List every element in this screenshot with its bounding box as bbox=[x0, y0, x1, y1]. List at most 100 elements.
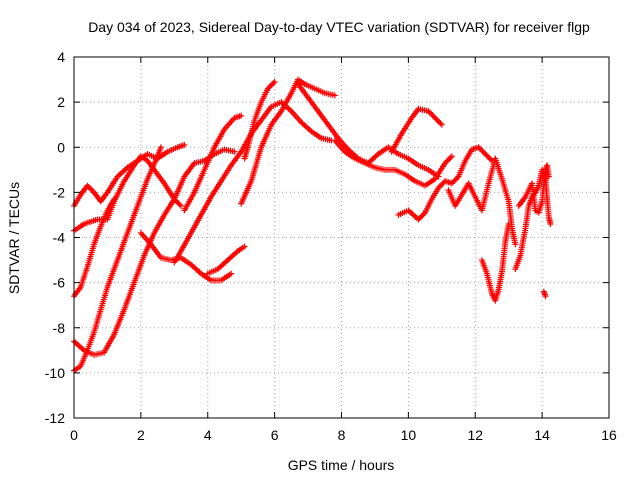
y-tick-label: 2 bbox=[57, 94, 65, 110]
series-track-k bbox=[241, 78, 278, 162]
data-point bbox=[542, 293, 549, 300]
series-track-a bbox=[71, 141, 188, 209]
data-point bbox=[454, 174, 461, 181]
data-point bbox=[87, 185, 94, 192]
series-track-h bbox=[181, 112, 245, 214]
data-point bbox=[438, 182, 445, 189]
data-point bbox=[231, 148, 238, 155]
data-point bbox=[480, 149, 487, 156]
data-point bbox=[436, 118, 443, 125]
data-point bbox=[435, 173, 442, 180]
data-point bbox=[432, 114, 439, 121]
data-point bbox=[545, 173, 552, 180]
x-tick-label: 8 bbox=[338, 427, 346, 443]
x-axis-label: GPS time / hours bbox=[288, 457, 395, 473]
data-point bbox=[266, 84, 273, 91]
data-point bbox=[415, 216, 422, 223]
chart-title: Day 034 of 2023, Sidereal Day-to-day VTE… bbox=[88, 19, 590, 35]
data-point bbox=[428, 110, 435, 117]
data-point bbox=[487, 156, 494, 163]
series-track-l bbox=[331, 137, 455, 189]
grid-lines bbox=[74, 57, 609, 418]
data-point bbox=[447, 154, 454, 161]
x-tick-label: 12 bbox=[467, 427, 483, 443]
data-point bbox=[434, 117, 441, 124]
series-track-p bbox=[445, 155, 519, 248]
series-track-t bbox=[540, 288, 549, 300]
data-point bbox=[512, 241, 519, 248]
series-track-q bbox=[478, 220, 512, 304]
data-point bbox=[451, 177, 458, 184]
data-point bbox=[475, 144, 482, 151]
data-point bbox=[476, 145, 483, 152]
data-point bbox=[331, 92, 338, 99]
data-points bbox=[71, 76, 554, 374]
data-point bbox=[439, 180, 446, 187]
data-point bbox=[430, 113, 437, 120]
data-point bbox=[271, 78, 278, 85]
data-point bbox=[448, 153, 455, 160]
data-point bbox=[157, 144, 164, 151]
data-point bbox=[486, 155, 493, 162]
data-point bbox=[241, 243, 248, 250]
data-point bbox=[505, 220, 512, 227]
data-point bbox=[228, 270, 235, 277]
data-point bbox=[547, 220, 554, 227]
data-point bbox=[437, 120, 444, 127]
x-tick-label: 6 bbox=[271, 427, 279, 443]
series-track-n bbox=[388, 105, 445, 155]
data-point bbox=[446, 155, 453, 162]
y-tick-label: 4 bbox=[57, 49, 65, 65]
x-tick-label: 14 bbox=[534, 427, 550, 443]
data-point bbox=[448, 180, 455, 187]
data-point bbox=[429, 112, 436, 119]
data-point bbox=[452, 176, 459, 183]
y-tick-label: -10 bbox=[45, 365, 65, 381]
data-point bbox=[268, 81, 275, 88]
axis-ticks: 0 2 4 6 8 10 12 14 16 -12 -10 -8 -6 -4 -2 0 2 4 bbox=[45, 49, 617, 443]
y-tick-label: -12 bbox=[45, 410, 65, 426]
data-point bbox=[450, 178, 457, 185]
x-tick-label: 10 bbox=[401, 427, 417, 443]
data-point bbox=[178, 202, 184, 209]
data-point bbox=[416, 215, 423, 222]
data-point bbox=[438, 121, 445, 128]
data-point bbox=[176, 201, 183, 208]
data-point bbox=[175, 200, 182, 207]
data-point bbox=[425, 108, 432, 115]
x-tick-label: 2 bbox=[137, 427, 145, 443]
data-point bbox=[418, 213, 425, 220]
data-point bbox=[181, 141, 188, 148]
data-point bbox=[111, 196, 118, 203]
y-axis-label: SDTVAR / TECUs bbox=[6, 182, 22, 294]
data-point bbox=[264, 85, 271, 92]
data-point bbox=[85, 183, 92, 190]
data-point bbox=[482, 151, 489, 158]
x-tick-label: 0 bbox=[70, 427, 78, 443]
data-point bbox=[88, 186, 95, 193]
y-tick-label: 0 bbox=[57, 139, 65, 155]
data-point bbox=[270, 80, 277, 87]
series-track-f bbox=[137, 229, 235, 284]
data-point bbox=[436, 183, 443, 190]
x-tick-label: 16 bbox=[601, 427, 617, 443]
series-track-m bbox=[295, 81, 442, 180]
series-track-i bbox=[204, 243, 248, 277]
data-point bbox=[420, 211, 427, 218]
data-point bbox=[426, 109, 433, 116]
y-tick-label: -4 bbox=[53, 230, 66, 246]
y-tick-label: -2 bbox=[53, 184, 66, 200]
data-point bbox=[442, 160, 449, 167]
data-point bbox=[443, 158, 450, 165]
data-point bbox=[419, 212, 426, 219]
data-point bbox=[478, 146, 485, 153]
data-point bbox=[483, 152, 490, 159]
data-point bbox=[444, 157, 451, 164]
data-point bbox=[84, 182, 91, 189]
data-point bbox=[238, 112, 245, 119]
data-point bbox=[433, 116, 440, 123]
x-tick-label: 4 bbox=[204, 427, 212, 443]
series-track-s bbox=[515, 162, 552, 216]
data-point bbox=[267, 82, 274, 89]
